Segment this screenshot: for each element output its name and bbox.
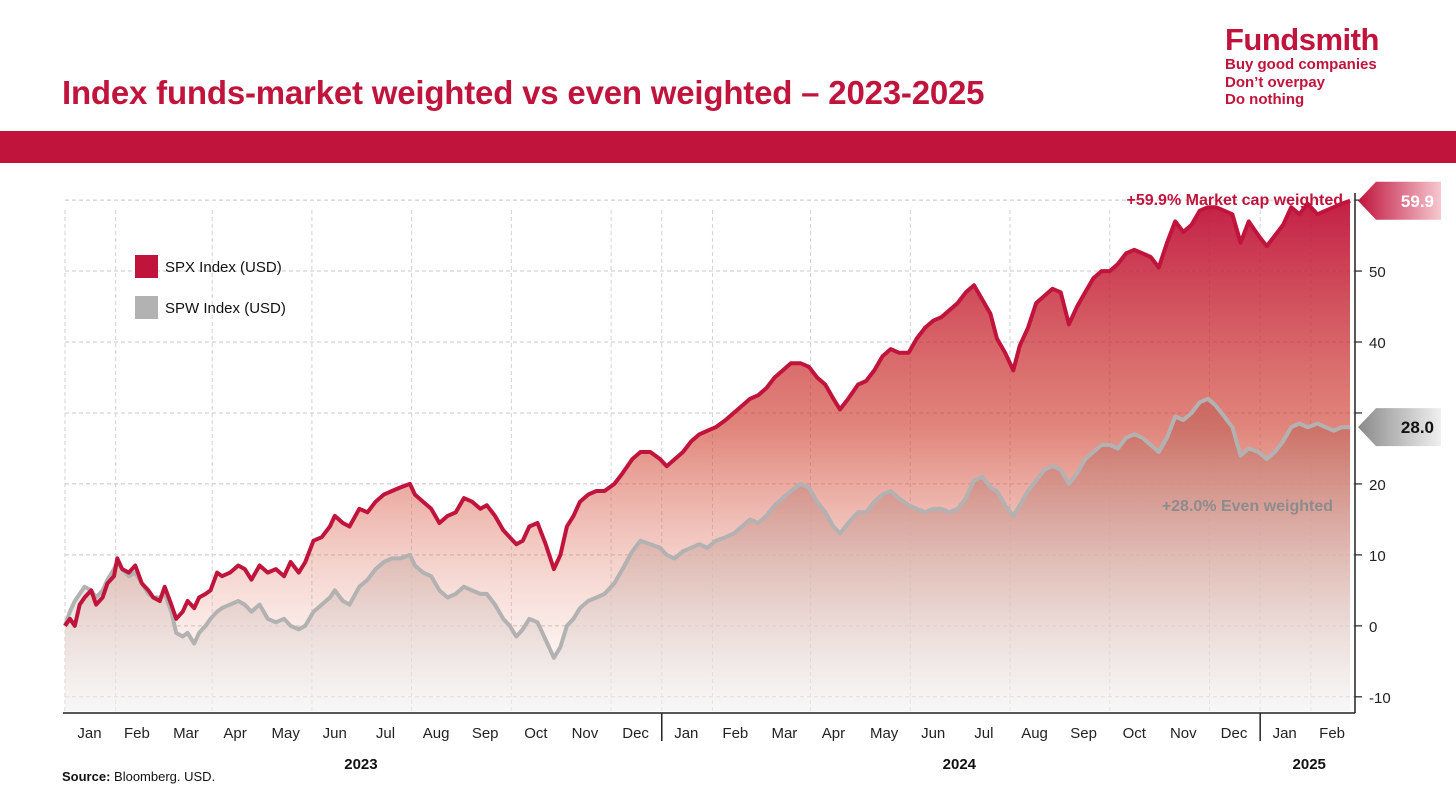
header-band [0,131,1456,163]
brand-block: Fundsmith Buy good companies Don’t overp… [1225,24,1379,109]
source-note: Source: Bloomberg. USD. [62,769,215,784]
x-tick-label: Dec [622,725,649,742]
brand-tagline-3: Do nothing [1225,91,1305,108]
x-tick-label: Feb [1319,725,1345,742]
x-tick-label: Oct [524,725,548,742]
x-tick-label: Sep [1070,725,1097,742]
brand-tagline-1: Buy good companies [1225,56,1377,73]
labels: SPX Index (USD) SPW Index (USD) +59.9% Mar… [135,181,1441,515]
x-tick-label: Aug [1021,725,1048,742]
page-title: Index funds-market weighted vs even weig… [62,74,985,111]
y-tick-label: -10 [1369,690,1391,707]
legend-label: SPX Index (USD) [165,259,282,276]
x-tick-label: Oct [1123,725,1147,742]
x-tick-label: Nov [1170,725,1197,742]
x-tick-label: Apr [822,725,845,742]
x-tick-label: Dec [1221,725,1248,742]
x-tick-label: Jan [674,725,698,742]
spx-annotation: +59.9% Market cap weighted [1126,192,1343,209]
x-tick-label: Jul [974,725,993,742]
spx-line [63,198,1351,628]
x-tick-label: Jan [1273,725,1297,742]
x-tick-label: May [870,725,899,742]
legend-label: SPW Index (USD) [165,300,286,317]
x-tick-label: Jun [323,725,347,742]
x-tick-label: Jan [77,725,101,742]
spw-line [63,396,1351,660]
year-label: 2023 [344,756,377,773]
x-tick-label: Aug [423,725,450,742]
source-text: Bloomberg. USD. [114,769,216,784]
spw-end-value-label: 28.0 [1401,418,1434,437]
x-tick-label: Jul [376,725,395,742]
year-label: 2024 [943,756,977,773]
spw-end-flag [1358,408,1441,447]
legend-swatch [135,255,158,278]
x-tick-label: Mar [173,725,199,742]
x-tick-label: Feb [124,725,150,742]
y-tick-label: 10 [1369,548,1386,565]
brand-tagline-2: Don’t overpay [1225,73,1326,91]
y-tick-label: 50 [1369,264,1386,281]
axes: -10 0 10 20 40 50 Jan Feb Mar Apr May Jun Jul Aug Sep O… [63,193,1391,773]
year-label: 2025 [1293,756,1326,773]
y-tick-label: 40 [1369,335,1386,352]
x-tick-label: Nov [572,725,599,742]
spw-annotation: +28.0% Even weighted [1162,498,1333,515]
areas [65,200,1351,712]
source-label: Source: [62,769,111,784]
x-tick-label: Feb [722,725,748,742]
x-tick-label: Mar [771,725,797,742]
x-tick-label: May [272,725,301,742]
brand-logo: Fundsmith [1225,22,1379,57]
x-tick-label: Jun [921,725,945,742]
spx-end-flag [1358,181,1441,220]
spx-end-value-label: 59.9 [1401,192,1434,211]
y-tick-label: 20 [1369,477,1386,494]
x-tick-label: Sep [472,725,499,742]
legend-swatch [135,296,158,319]
x-tick-label: Apr [223,725,246,742]
lines [63,198,1351,660]
y-tick-label: 0 [1369,619,1377,636]
